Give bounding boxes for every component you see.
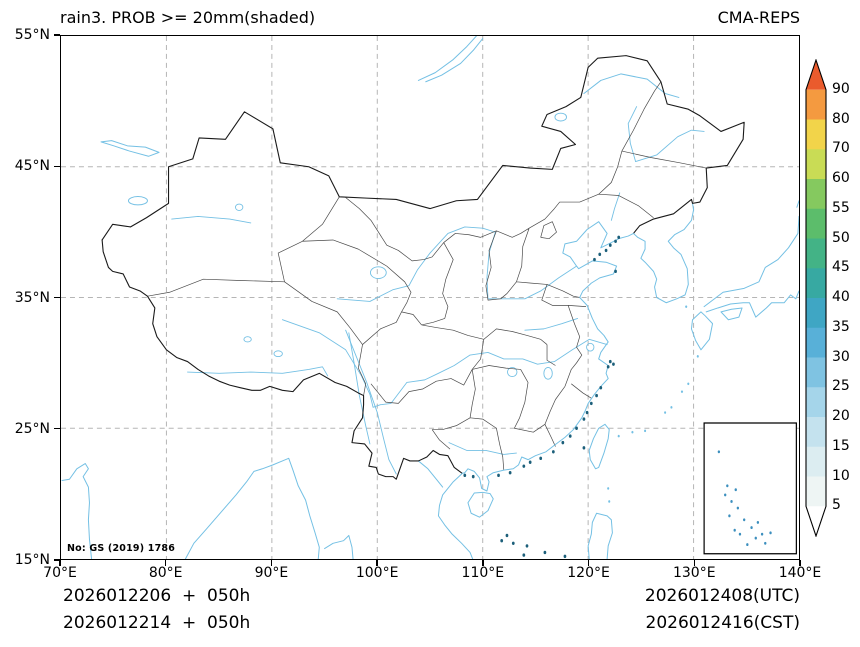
x-axis-tick (693, 560, 695, 566)
scs-inset-box (704, 423, 796, 554)
x-axis-tick (799, 560, 801, 566)
colorbar-tick-label: 35 (832, 318, 850, 335)
x-axis-tick-label: 70°E (43, 565, 77, 581)
x-axis-tick (270, 560, 273, 566)
y-axis-tick (54, 559, 60, 561)
colorbar-tick-label: 80 (832, 110, 850, 127)
colorbar-tick-label: 90 (832, 80, 850, 97)
colorbar (805, 58, 827, 538)
scs-inset-islands (717, 450, 772, 547)
colorbar-tick-label: 70 (832, 140, 850, 157)
x-axis-tick-label: 100°E (355, 565, 399, 581)
init-time-cst: 2026012214 + 050h (63, 613, 251, 633)
y-axis-tick-label: 55°N (14, 27, 50, 43)
y-axis-tick (54, 34, 60, 36)
geography-layers (61, 36, 799, 559)
colorbar-tick-label: 60 (832, 170, 850, 186)
valid-time-cst: 2026012416(CST) (645, 613, 800, 633)
valid-time-utc: 2026012408(UTC) (644, 586, 800, 606)
x-axis-tick-label: 140°E (778, 565, 822, 581)
rivers (172, 107, 704, 474)
x-axis-tick-label: 90°E (254, 565, 289, 581)
x-axis-tick-label: 110°E (461, 565, 505, 581)
colorbar-tick-label: 15 (832, 437, 850, 454)
init-time-utc: 2026012206 + 050h (63, 586, 251, 606)
foreign-coastlines (62, 36, 799, 559)
y-axis-tick (54, 428, 60, 430)
y-axis-tick-label: 35°N (14, 289, 50, 306)
map-watermark: No: GS (2019) 1786 (67, 543, 176, 554)
plot-title: rain3. PROB >= 20mm(shaded) (60, 8, 316, 27)
province-borders (147, 82, 706, 470)
y-axis-tick (54, 296, 60, 299)
china-coastline (462, 222, 633, 491)
lakes (235, 113, 593, 379)
model-name: CMA-REPS (717, 8, 800, 27)
x-axis-tick (482, 560, 484, 566)
map-canvas (60, 35, 800, 560)
island-specks (463, 235, 699, 559)
x-axis-tick-label: 120°E (567, 565, 610, 581)
colorbar-tick-label: 45 (832, 259, 850, 276)
x-axis-tick (376, 560, 378, 566)
x-axis-tick (165, 560, 167, 566)
colorbar-tick-label: 10 (832, 467, 850, 484)
x-axis-tick-label: 130°E (672, 565, 716, 581)
colorbar-tick-label: 55 (832, 199, 850, 216)
x-axis-tick-label: 80°E (148, 565, 183, 581)
y-axis-tick-label: 15°N (14, 552, 50, 568)
colorbar-tick-label: 25 (832, 378, 850, 395)
colorbar-tick-label: 40 (832, 289, 850, 305)
colorbar-tick-label: 30 (832, 348, 850, 365)
x-axis-tick (59, 560, 61, 566)
y-axis-tick (54, 165, 60, 167)
x-axis-tick (587, 560, 590, 566)
colorbar-tick-label: 50 (832, 229, 850, 246)
colorbar-svg (805, 58, 827, 538)
national-border (102, 56, 744, 480)
colorbar-tick-label: 5 (832, 497, 841, 514)
colorbar-tick-label: 20 (832, 408, 850, 424)
y-axis-tick-label: 25°N (14, 420, 50, 437)
y-axis-tick-label: 45°N (14, 158, 50, 175)
